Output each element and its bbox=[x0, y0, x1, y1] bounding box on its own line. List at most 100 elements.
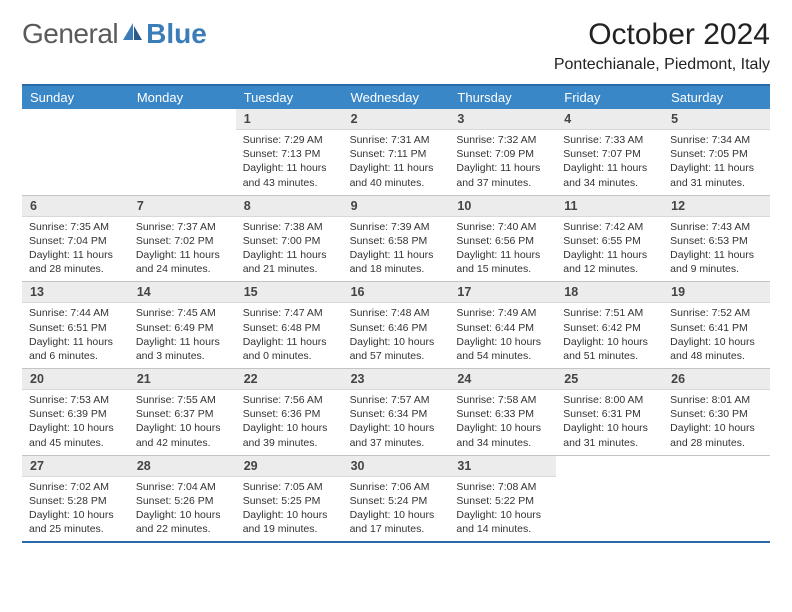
sunrise-text: Sunrise: 7:52 AM bbox=[670, 306, 763, 320]
dayname-row: SundayMondayTuesdayWednesdayThursdayFrid… bbox=[22, 86, 770, 109]
day-details: Sunrise: 8:00 AMSunset: 6:31 PMDaylight:… bbox=[556, 390, 663, 455]
day-number: 15 bbox=[236, 282, 343, 303]
daylight-text: Daylight: 10 hours and 39 minutes. bbox=[243, 421, 336, 449]
calendar-cell: 9Sunrise: 7:39 AMSunset: 6:58 PMDaylight… bbox=[343, 195, 450, 282]
dayname-monday: Monday bbox=[129, 86, 236, 109]
day-number: 26 bbox=[663, 369, 770, 390]
sunrise-text: Sunrise: 7:04 AM bbox=[136, 480, 229, 494]
sunrise-text: Sunrise: 7:40 AM bbox=[456, 220, 549, 234]
day-details: Sunrise: 7:31 AMSunset: 7:11 PMDaylight:… bbox=[343, 130, 450, 195]
sunset-text: Sunset: 6:58 PM bbox=[350, 234, 443, 248]
day-details: Sunrise: 7:47 AMSunset: 6:48 PMDaylight:… bbox=[236, 303, 343, 368]
calendar-cell: 29Sunrise: 7:05 AMSunset: 5:25 PMDayligh… bbox=[236, 455, 343, 542]
day-number: 27 bbox=[22, 456, 129, 477]
sunset-text: Sunset: 6:34 PM bbox=[350, 407, 443, 421]
daylight-text: Daylight: 10 hours and 17 minutes. bbox=[350, 508, 443, 536]
calendar-cell: 1Sunrise: 7:29 AMSunset: 7:13 PMDaylight… bbox=[236, 109, 343, 195]
day-number: 21 bbox=[129, 369, 236, 390]
sunset-text: Sunset: 6:53 PM bbox=[670, 234, 763, 248]
week-row: 1Sunrise: 7:29 AMSunset: 7:13 PMDaylight… bbox=[22, 109, 770, 195]
calendar-cell: 17Sunrise: 7:49 AMSunset: 6:44 PMDayligh… bbox=[449, 281, 556, 368]
sunrise-text: Sunrise: 7:43 AM bbox=[670, 220, 763, 234]
daylight-text: Daylight: 11 hours and 24 minutes. bbox=[136, 248, 229, 276]
title-block: October 2024 Pontechianale, Piedmont, It… bbox=[554, 18, 770, 74]
weeks-container: 1Sunrise: 7:29 AMSunset: 7:13 PMDaylight… bbox=[22, 109, 770, 541]
day-details: Sunrise: 7:56 AMSunset: 6:36 PMDaylight:… bbox=[236, 390, 343, 455]
day-number: 31 bbox=[449, 456, 556, 477]
daylight-text: Daylight: 10 hours and 14 minutes. bbox=[456, 508, 549, 536]
day-details: Sunrise: 7:45 AMSunset: 6:49 PMDaylight:… bbox=[129, 303, 236, 368]
dayname-friday: Friday bbox=[556, 86, 663, 109]
daylight-text: Daylight: 11 hours and 34 minutes. bbox=[563, 161, 656, 189]
calendar-cell: 28Sunrise: 7:04 AMSunset: 5:26 PMDayligh… bbox=[129, 455, 236, 542]
calendar-cell-empty bbox=[663, 455, 770, 542]
daylight-text: Daylight: 11 hours and 18 minutes. bbox=[350, 248, 443, 276]
day-number: 30 bbox=[343, 456, 450, 477]
sunrise-text: Sunrise: 7:32 AM bbox=[456, 133, 549, 147]
sunset-text: Sunset: 6:33 PM bbox=[456, 407, 549, 421]
sunset-text: Sunset: 6:55 PM bbox=[563, 234, 656, 248]
day-details: Sunrise: 7:06 AMSunset: 5:24 PMDaylight:… bbox=[343, 477, 450, 542]
day-number: 11 bbox=[556, 196, 663, 217]
calendar-cell: 18Sunrise: 7:51 AMSunset: 6:42 PMDayligh… bbox=[556, 281, 663, 368]
dayname-thursday: Thursday bbox=[449, 86, 556, 109]
day-number: 16 bbox=[343, 282, 450, 303]
sail-icon bbox=[122, 18, 144, 50]
day-number: 4 bbox=[556, 109, 663, 130]
daylight-text: Daylight: 11 hours and 31 minutes. bbox=[670, 161, 763, 189]
calendar-cell: 4Sunrise: 7:33 AMSunset: 7:07 PMDaylight… bbox=[556, 109, 663, 195]
dayname-wednesday: Wednesday bbox=[343, 86, 450, 109]
calendar-cell: 12Sunrise: 7:43 AMSunset: 6:53 PMDayligh… bbox=[663, 195, 770, 282]
day-details: Sunrise: 7:51 AMSunset: 6:42 PMDaylight:… bbox=[556, 303, 663, 368]
daylight-text: Daylight: 11 hours and 3 minutes. bbox=[136, 335, 229, 363]
daylight-text: Daylight: 10 hours and 51 minutes. bbox=[563, 335, 656, 363]
day-details: Sunrise: 7:52 AMSunset: 6:41 PMDaylight:… bbox=[663, 303, 770, 368]
calendar-cell: 2Sunrise: 7:31 AMSunset: 7:11 PMDaylight… bbox=[343, 109, 450, 195]
day-number: 24 bbox=[449, 369, 556, 390]
daylight-text: Daylight: 10 hours and 28 minutes. bbox=[670, 421, 763, 449]
sunset-text: Sunset: 6:30 PM bbox=[670, 407, 763, 421]
day-number: 17 bbox=[449, 282, 556, 303]
day-details: Sunrise: 7:55 AMSunset: 6:37 PMDaylight:… bbox=[129, 390, 236, 455]
sunrise-text: Sunrise: 8:00 AM bbox=[563, 393, 656, 407]
daylight-text: Daylight: 11 hours and 37 minutes. bbox=[456, 161, 549, 189]
sunrise-text: Sunrise: 7:05 AM bbox=[243, 480, 336, 494]
week-row: 27Sunrise: 7:02 AMSunset: 5:28 PMDayligh… bbox=[22, 455, 770, 542]
sunset-text: Sunset: 5:26 PM bbox=[136, 494, 229, 508]
calendar-cell: 8Sunrise: 7:38 AMSunset: 7:00 PMDaylight… bbox=[236, 195, 343, 282]
sunrise-text: Sunrise: 7:42 AM bbox=[563, 220, 656, 234]
day-details: Sunrise: 7:37 AMSunset: 7:02 PMDaylight:… bbox=[129, 217, 236, 282]
sunset-text: Sunset: 6:51 PM bbox=[29, 321, 122, 335]
daylight-text: Daylight: 10 hours and 25 minutes. bbox=[29, 508, 122, 536]
day-details: Sunrise: 8:01 AMSunset: 6:30 PMDaylight:… bbox=[663, 390, 770, 455]
day-details: Sunrise: 7:02 AMSunset: 5:28 PMDaylight:… bbox=[22, 477, 129, 542]
calendar-cell: 7Sunrise: 7:37 AMSunset: 7:02 PMDaylight… bbox=[129, 195, 236, 282]
day-number: 14 bbox=[129, 282, 236, 303]
sunset-text: Sunset: 5:28 PM bbox=[29, 494, 122, 508]
day-number: 6 bbox=[22, 196, 129, 217]
sunset-text: Sunset: 7:13 PM bbox=[243, 147, 336, 161]
daylight-text: Daylight: 10 hours and 57 minutes. bbox=[350, 335, 443, 363]
day-number: 28 bbox=[129, 456, 236, 477]
header: General Blue October 2024 Pontechianale,… bbox=[22, 18, 770, 74]
sunset-text: Sunset: 6:56 PM bbox=[456, 234, 549, 248]
sunset-text: Sunset: 7:04 PM bbox=[29, 234, 122, 248]
sunset-text: Sunset: 6:48 PM bbox=[243, 321, 336, 335]
day-number: 29 bbox=[236, 456, 343, 477]
day-details: Sunrise: 7:32 AMSunset: 7:09 PMDaylight:… bbox=[449, 130, 556, 195]
sunrise-text: Sunrise: 7:37 AM bbox=[136, 220, 229, 234]
sunrise-text: Sunrise: 7:06 AM bbox=[350, 480, 443, 494]
day-number: 9 bbox=[343, 196, 450, 217]
sunrise-text: Sunrise: 7:48 AM bbox=[350, 306, 443, 320]
dayname-tuesday: Tuesday bbox=[236, 86, 343, 109]
sunrise-text: Sunrise: 7:02 AM bbox=[29, 480, 122, 494]
daylight-text: Daylight: 10 hours and 31 minutes. bbox=[563, 421, 656, 449]
day-number: 10 bbox=[449, 196, 556, 217]
day-number: 12 bbox=[663, 196, 770, 217]
day-number: 8 bbox=[236, 196, 343, 217]
sunset-text: Sunset: 6:46 PM bbox=[350, 321, 443, 335]
calendar-cell: 15Sunrise: 7:47 AMSunset: 6:48 PMDayligh… bbox=[236, 281, 343, 368]
day-number: 19 bbox=[663, 282, 770, 303]
day-details: Sunrise: 7:33 AMSunset: 7:07 PMDaylight:… bbox=[556, 130, 663, 195]
sunrise-text: Sunrise: 7:55 AM bbox=[136, 393, 229, 407]
